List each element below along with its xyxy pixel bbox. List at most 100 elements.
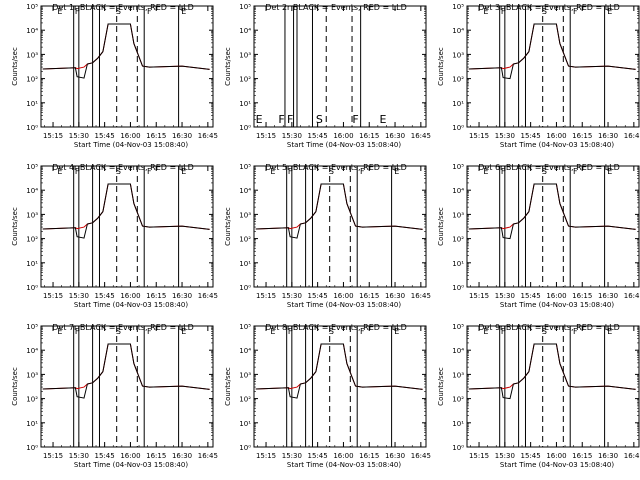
y-tick-label: 10³ (452, 211, 464, 219)
x-tick-label: 15:15 (469, 292, 489, 300)
segment-annotation: E (57, 7, 62, 16)
x-axis-label: Start Time (04-Nov-03 15:08:40) (74, 141, 188, 149)
x-axis-label: Start Time (04-Nov-03 15:08:40) (287, 141, 401, 149)
x-tick-label: 16:00 (120, 292, 140, 300)
y-tick-label: 10⁴ (239, 187, 251, 195)
events-series-line (255, 183, 423, 239)
x-axis-label: Start Time (04-Nov-03 15:08:40) (500, 141, 614, 149)
panel-title: Det 2r BLACK = Events, RED = LLD (265, 3, 407, 12)
segment-annotation: S (116, 167, 121, 176)
x-tick-label: 15:45 (308, 452, 328, 460)
segment-annotation: S (116, 327, 121, 336)
x-axis-label: Start Time (04-Nov-03 15:08:40) (500, 301, 614, 309)
x-tick-label: 16:45 (411, 292, 431, 300)
x-tick-label: 16:30 (172, 132, 192, 140)
x-tick-label: 16:30 (172, 452, 192, 460)
panel-title: Det 3r BLACK = Events, RED = LLD (478, 3, 620, 12)
x-tick-label: 15:15 (469, 132, 489, 140)
y-tick-label: 10⁰ (26, 284, 38, 292)
segment-annotation: S (316, 113, 323, 126)
x-tick-label: 15:15 (256, 132, 276, 140)
y-tick-label: 10⁵ (452, 323, 464, 331)
x-tick-label: 16:15 (359, 452, 379, 460)
x-tick-label: 16:00 (546, 132, 566, 140)
x-tick-label: 16:30 (172, 292, 192, 300)
y-tick-label: 10⁰ (452, 124, 464, 132)
y-tick-label: 10⁴ (452, 27, 464, 35)
y-axis-label: Counts/sec (437, 207, 445, 246)
panel-det-9: 10⁰ 10¹ 10² 10³ 10⁴ 10⁵ 15:15 15:30 15:45 16:00 16… (437, 323, 640, 469)
segment-annotation: E (181, 7, 186, 16)
panel-title: Det 9r BLACK = Events, RED = LLD (478, 323, 620, 332)
segment-annotation: S (116, 7, 121, 16)
segment-annotation: S (542, 7, 547, 16)
segment-annotation: E (57, 327, 62, 336)
segment-annotation: F (278, 113, 284, 126)
segment-annotation: F (501, 327, 506, 336)
panel-det-1: 10⁰ 10¹ 10² 10³ 10⁴ 10⁵ 15:15 15:30 15:45 16:00 16… (11, 3, 218, 149)
y-tick-label: 10³ (239, 51, 251, 59)
x-tick-label: 16:00 (120, 452, 140, 460)
segment-annotation: F (360, 167, 365, 176)
segment-annotation: E (256, 113, 263, 126)
y-axis-label: Counts/sec (11, 207, 19, 246)
y-tick-label: 10⁵ (26, 163, 38, 171)
x-tick-label: 16:00 (120, 132, 140, 140)
panel-title: Det 7r BLACK = Events, RED = LLD (52, 323, 194, 332)
segment-annotation: F (147, 167, 152, 176)
plot-frame (466, 5, 640, 128)
segment-annotation: E (181, 327, 186, 336)
x-tick-label: 15:45 (521, 292, 541, 300)
y-tick-label: 10³ (239, 371, 251, 379)
y-tick-label: 10² (239, 76, 251, 84)
x-tick-label: 16:30 (598, 132, 618, 140)
segment-annotation: F (573, 7, 578, 16)
x-tick-label: 16:45 (411, 132, 431, 140)
y-tick-label: 10⁵ (239, 323, 251, 331)
y-tick-label: 10³ (452, 371, 464, 379)
x-tick-label: 16:00 (333, 132, 353, 140)
x-tick-label: 15:30 (495, 132, 515, 140)
y-tick-label: 10⁵ (452, 163, 464, 171)
segment-annotation: F (288, 167, 293, 176)
y-tick-label: 10¹ (239, 420, 251, 428)
x-tick-label: 15:30 (495, 292, 515, 300)
segment-annotation: F (288, 327, 293, 336)
events-series-line (468, 183, 636, 240)
x-tick-label: 15:15 (469, 452, 489, 460)
x-tick-label: 16:15 (572, 292, 592, 300)
segment-annotation: F (147, 7, 152, 16)
y-tick-label: 10² (26, 76, 38, 84)
x-tick-label: 16:00 (333, 292, 353, 300)
y-tick-label: 10⁴ (26, 347, 38, 355)
x-tick-label: 15:45 (95, 452, 115, 460)
x-tick-label: 16:45 (198, 292, 218, 300)
panel-title: Det 6r BLACK = Events, RED = LLD (478, 163, 620, 172)
plot-frame (253, 165, 427, 288)
y-tick-label: 10³ (26, 51, 38, 59)
x-tick-label: 16:30 (598, 452, 618, 460)
segment-annotation: F (573, 327, 578, 336)
y-tick-label: 10⁴ (26, 27, 38, 35)
y-tick-label: 10⁰ (26, 444, 38, 452)
panel-title: Det 1r BLACK = Events, RED = LLD (52, 3, 194, 12)
y-tick-label: 10¹ (452, 420, 464, 428)
x-tick-label: 15:30 (282, 132, 302, 140)
y-tick-label: 10² (239, 236, 251, 244)
plot-frame (253, 325, 427, 448)
y-axis-label: Counts/sec (224, 367, 232, 406)
y-tick-label: 10⁰ (239, 284, 251, 292)
y-tick-label: 10¹ (26, 260, 38, 268)
x-tick-label: 16:45 (624, 292, 640, 300)
segment-annotation: S (542, 167, 547, 176)
plot-frame (40, 325, 214, 448)
x-axis-label: Start Time (04-Nov-03 15:08:40) (74, 461, 188, 469)
y-tick-label: 10³ (26, 211, 38, 219)
x-axis-label: Start Time (04-Nov-03 15:08:40) (74, 301, 188, 309)
y-tick-label: 10⁴ (452, 187, 464, 195)
x-tick-label: 16:45 (624, 132, 640, 140)
y-tick-label: 10¹ (26, 420, 38, 428)
panel-det-5: 10⁰ 10¹ 10² 10³ 10⁴ 10⁵ 15:15 15:30 15:45 16:00 16… (224, 163, 431, 309)
plot-frame (40, 165, 214, 288)
